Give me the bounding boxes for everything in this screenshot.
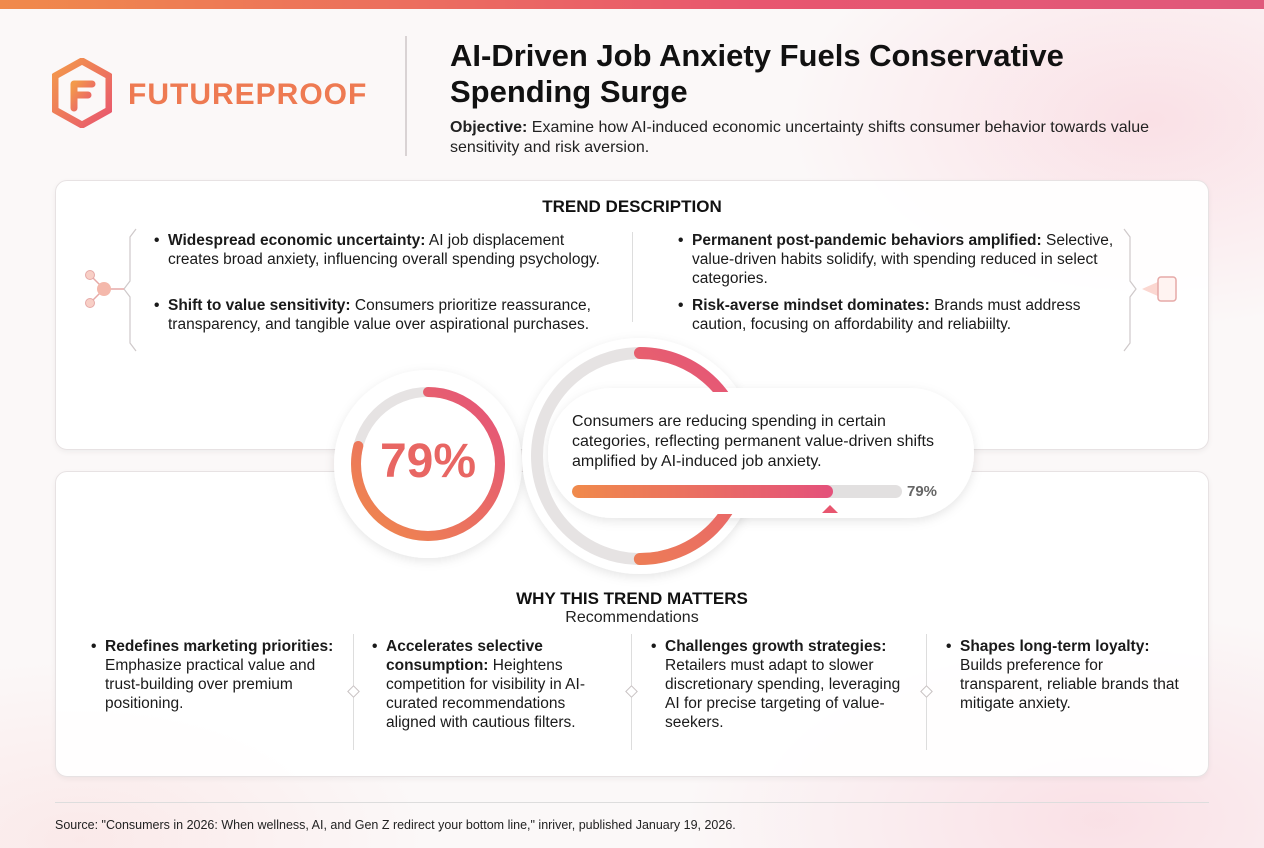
objective-text: Examine how AI-induced economic uncertai… <box>450 119 1150 156</box>
trend-column-divider <box>632 232 633 322</box>
trend-item: • Risk-averse mindset dominates: Brands … <box>678 297 1081 333</box>
network-nodes-icon <box>85 228 137 352</box>
stat-progress-label: 79% <box>907 483 938 500</box>
objective-label: Objective: <box>450 119 528 136</box>
recommendation-item: • Accelerates selective consumption: Hei… <box>372 638 585 731</box>
trend-item: • Widespread economic uncertainty: AI jo… <box>154 232 600 268</box>
recommendation-item: • Shapes long-term loyalty: Builds prefe… <box>946 638 1179 712</box>
trend-item: • Permanent post-pandemic behaviors ampl… <box>678 232 1114 287</box>
stat-progress-fill <box>572 485 833 498</box>
why-trend-matters-title: WHY THIS TREND MATTERS <box>516 589 748 608</box>
stat-description: Consumers are reducing spending in certa… <box>572 413 934 470</box>
stat-value: 79% <box>379 435 477 488</box>
header-divider <box>405 36 407 156</box>
brand-name: FUTUREPROOF <box>128 78 368 111</box>
source-divider <box>55 802 1209 803</box>
source-citation: Source: "Consumers in 2026: When wellnes… <box>55 818 736 832</box>
trend-description-title: TREND DESCRIPTION <box>542 197 722 216</box>
recommendation-item: • Challenges growth strategies: Retailer… <box>651 638 901 731</box>
why-subtitle: Recommendations <box>565 609 699 626</box>
recommendation-item: • Redefines marketing priorities: Emphas… <box>91 638 334 712</box>
trend-item: • Shift to value sensitivity: Consumers … <box>154 297 591 333</box>
device-icon <box>1123 228 1177 352</box>
top-accent-bar <box>0 0 1264 9</box>
page-title: AI-Driven Job Anxiety Fuels Conservative… <box>450 38 1064 109</box>
stat-progress-bar <box>572 485 902 498</box>
objective: Objective: Examine how AI-induced econom… <box>450 118 1150 158</box>
hexagon-f-logo-icon <box>52 58 112 128</box>
